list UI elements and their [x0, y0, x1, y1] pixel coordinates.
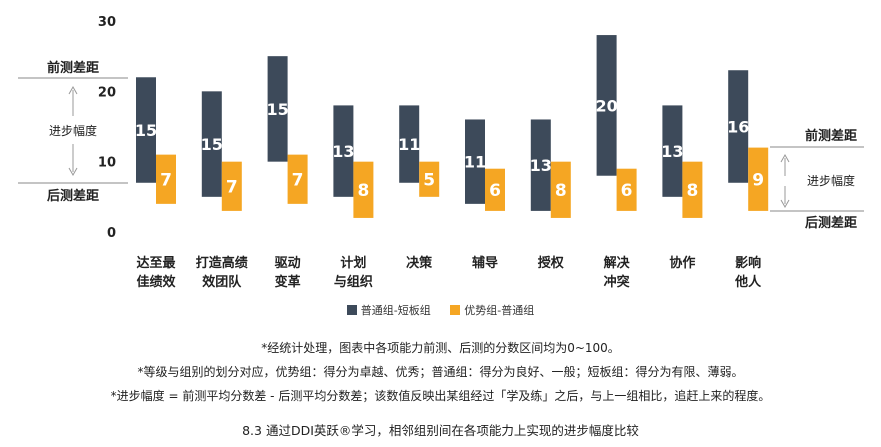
category-label-line: 计划	[340, 256, 367, 271]
bar-2-7	[550, 161, 571, 218]
right-arrow-up-head	[780, 153, 790, 163]
legend-swatch-series-1	[346, 305, 357, 315]
left-annotation-bottom: 后测差距	[47, 188, 99, 204]
category-label-line: 他人	[735, 275, 762, 290]
category-label-line: 变革	[274, 275, 301, 290]
right-annotation-top: 前测差距	[805, 128, 857, 144]
bar-1-8	[596, 35, 617, 176]
y-tick-label: 30	[98, 15, 116, 30]
bar-label-1-3: 15	[266, 100, 288, 119]
bar-label-1-5: 11	[398, 135, 420, 154]
category-label-1: 达至最 佳绩效	[124, 254, 188, 292]
bar-label-2-7: 8	[555, 181, 567, 201]
bar-2-9	[682, 161, 703, 218]
left-arrow-up-head	[68, 85, 78, 95]
bar-1-6	[465, 119, 485, 204]
bar-label-2-10: 9	[752, 170, 764, 190]
bar-label-2-3: 7	[292, 170, 304, 190]
category-label-4: 计划 与组织	[321, 254, 385, 292]
category-label-line: 协作	[669, 256, 696, 271]
bar-1-4	[333, 105, 354, 197]
legend: 普通组-短板组 优势组-普通组	[0, 302, 881, 318]
y-tick-label: 20	[98, 85, 116, 100]
bar-label-1-7: 13	[530, 156, 552, 175]
bar-1-2	[201, 91, 222, 197]
bar-1-3	[267, 56, 288, 162]
bar-label-2-6: 6	[489, 181, 501, 201]
bar-label-2-2: 7	[226, 177, 238, 197]
bar-label-2-8: 6	[621, 181, 633, 201]
bar-2-1	[156, 154, 176, 204]
right-annotation-bottom: 后测差距	[805, 215, 857, 231]
bar-label-2-1: 7	[160, 170, 172, 190]
category-label-line: 佳绩效	[136, 275, 176, 290]
bar-2-3	[287, 154, 308, 204]
legend-item-series-1: 普通组-短板组	[346, 302, 431, 318]
bar-1-9	[662, 105, 683, 197]
bar-label-1-4: 13	[332, 142, 354, 161]
category-label-line: 辅导	[471, 256, 498, 271]
footnote-1: *经统计处理，图表中各项能力前测、后测的分数区间均为0~100。	[261, 341, 620, 355]
legend-item-series-2: 优势组-普通组	[450, 302, 534, 318]
category-label-3: 驱动 变革	[256, 254, 320, 292]
bar-1-10	[728, 70, 749, 183]
bar-2-2	[221, 161, 242, 211]
category-label-line: 打造高绩	[195, 256, 248, 271]
bar-2-10	[748, 147, 769, 211]
bar-2-8	[616, 168, 637, 211]
bar-label-1-10: 16	[727, 118, 749, 137]
bar-label-1-9: 13	[661, 142, 683, 161]
range-bar-chart: 0 10 20 30 15 15 15 13 11 11 13 20 13 16 7 7 7 8 5 6 8 6 8 9 前测差…	[18, 15, 864, 241]
left-annotation-middle: 进步幅度	[49, 123, 97, 138]
bar-label-1-2: 15	[201, 135, 223, 154]
bar-label-2-4: 8	[357, 181, 369, 201]
category-label-line: 影响	[735, 256, 762, 271]
footnote-2: *等级与组别的划分对应，优势组：得分为卓越、优秀；普通组：得分为良好、一般；短板…	[137, 365, 744, 379]
category-label-8: 解决 冲突	[585, 254, 649, 292]
bar-label-1-1: 15	[135, 121, 157, 140]
right-annotation-middle: 进步幅度	[807, 173, 855, 188]
category-label-line: 决策	[406, 256, 433, 271]
bar-2-6	[485, 168, 505, 211]
category-label-6: 辅导	[453, 254, 517, 273]
right-arrow-down-head	[780, 199, 790, 209]
bar-2-5	[419, 161, 440, 197]
category-label-line: 冲突	[603, 275, 630, 290]
category-label-line: 授权	[537, 256, 564, 271]
left-arrow-down-head	[68, 167, 78, 177]
category-label-line: 解决	[603, 256, 630, 271]
category-label-line: 达至最	[136, 256, 176, 271]
legend-swatch-series-2	[450, 305, 461, 315]
bar-1-7	[530, 119, 551, 211]
bar-label-1-6: 11	[464, 153, 486, 172]
bar-label-1-8: 20	[595, 96, 617, 115]
category-label-line: 效团队	[202, 275, 242, 290]
category-label-line: 驱动	[274, 256, 301, 271]
category-label-5: 决策	[387, 254, 451, 273]
footnotes: *经统计处理，图表中各项能力前测、后测的分数区间均为0~100。 *等级与组别的…	[0, 336, 881, 408]
bar-1-5	[399, 105, 420, 183]
legend-label-series-2: 优势组-普通组	[464, 304, 535, 317]
bar-label-2-5: 5	[423, 170, 435, 190]
y-tick-label: 10	[98, 156, 116, 171]
y-tick-label: 0	[107, 226, 116, 241]
bar-label-2-9: 8	[686, 181, 698, 201]
bar-1-1	[136, 77, 156, 183]
legend-label-series-1: 普通组-短板组	[360, 304, 431, 317]
category-label-10: 影响 他人	[716, 254, 780, 292]
category-label-line: 与组织	[333, 275, 373, 290]
left-annotation-top: 前测差距	[47, 60, 99, 76]
category-label-9: 协作	[650, 254, 714, 273]
category-label-7: 授权	[519, 254, 583, 273]
category-label-2: 打造高绩 效团队	[190, 254, 254, 292]
footnote-3: *进步幅度 = 前测平均分数差 - 后测平均分数差；该数值反映出某组经过「学及练…	[110, 389, 771, 403]
bar-2-4	[353, 161, 374, 218]
figure-caption: 8.3 通过DDI英跃®学习，相邻组别间在各项能力上实现的进步幅度比较	[242, 423, 639, 438]
